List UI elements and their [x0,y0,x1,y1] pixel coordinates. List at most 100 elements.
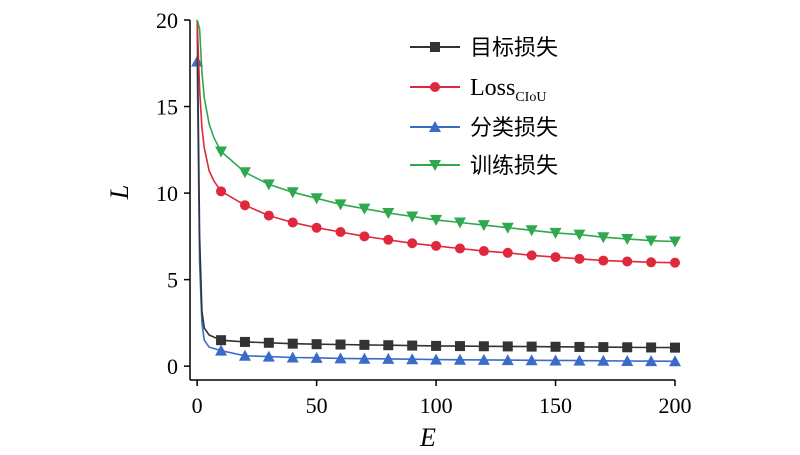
data-point [383,234,394,245]
data-point [262,179,275,191]
data-point [262,350,275,362]
x-tick-label: 150 [539,393,572,418]
legend-item: LossCIoU [410,75,546,105]
data-point [597,354,610,366]
data-point [549,354,562,366]
data-point [646,257,657,268]
data-point [287,338,298,349]
legend-label: 目标损失 [470,36,558,61]
y-tick-label: 20 [156,8,178,33]
series-line [196,19,676,243]
data-point [477,220,490,232]
data-point [334,352,347,364]
data-point [216,335,227,346]
data-point [502,247,513,258]
data-point [263,337,274,348]
data-point [359,231,370,242]
legend-label: LossCIoU [470,75,546,105]
data-point [501,222,514,234]
data-point [239,336,250,347]
data-point [669,355,681,367]
series-1 [196,19,680,268]
data-point [502,341,513,352]
data-point [622,342,633,353]
data-point [263,210,274,221]
data-point [574,341,585,352]
data-point [477,353,490,365]
legend-label: 分类损失 [470,116,558,141]
data-point [287,217,298,228]
data-point [335,339,346,350]
x-tick-label: 100 [420,393,453,418]
y-tick-label: 10 [156,181,178,206]
data-point [669,236,681,248]
data-point [453,353,466,365]
legend-swatch-marker [429,121,441,132]
data-point [501,354,514,366]
data-point [646,342,657,353]
series-3 [196,19,681,248]
legend-swatch-marker [430,42,440,52]
data-point [310,351,323,363]
x-tick-label: 50 [306,393,328,418]
data-point [358,352,371,364]
data-point [238,349,251,361]
data-point [454,341,465,352]
data-point [311,222,322,233]
series-layer [191,19,681,367]
data-point [525,225,538,237]
data-point [670,342,680,353]
data-point [311,339,322,350]
data-point [382,352,395,364]
data-point [525,354,538,366]
data-point [478,246,489,257]
data-point [526,250,537,261]
data-point [431,240,442,251]
data-point [310,193,323,205]
data-point [454,243,465,254]
x-tick-label: 200 [659,393,692,418]
axes [189,20,675,381]
data-point [526,341,537,352]
data-point [573,229,586,241]
data-point [645,355,658,367]
data-point [598,342,609,353]
data-point [239,200,250,211]
x-tick-label: 0 [192,393,203,418]
data-point [478,341,489,352]
data-point [286,351,299,363]
data-point [621,233,634,245]
data-point [550,341,561,352]
data-point [621,354,634,366]
data-point [359,339,370,350]
legend-swatch-marker [430,82,440,92]
data-point [216,186,227,197]
data-point [598,255,609,266]
data-point [573,354,586,366]
data-point [406,211,419,223]
legend-item: 目标损失 [410,36,558,61]
data-point [430,214,443,226]
data-point [430,353,443,365]
data-point [431,340,442,351]
data-point [550,252,561,263]
data-point [453,217,466,229]
data-point [574,253,585,264]
legend-label-main: Loss [470,75,515,101]
data-point [645,235,658,247]
data-point [549,227,562,239]
data-point [358,203,371,215]
data-point [597,232,610,244]
y-tick-label: 5 [167,268,178,293]
data-point [622,256,633,267]
series-0 [196,19,680,353]
y-axis-title: L [105,185,134,200]
y-tick-label: 15 [156,95,178,120]
ticks-layer: 0 50 100 150 200 0 5 10 15 20 [156,8,692,418]
y-tick-label: 0 [167,354,178,379]
data-point [383,340,394,351]
data-point [335,227,346,238]
x-axis-title: E [419,423,436,452]
